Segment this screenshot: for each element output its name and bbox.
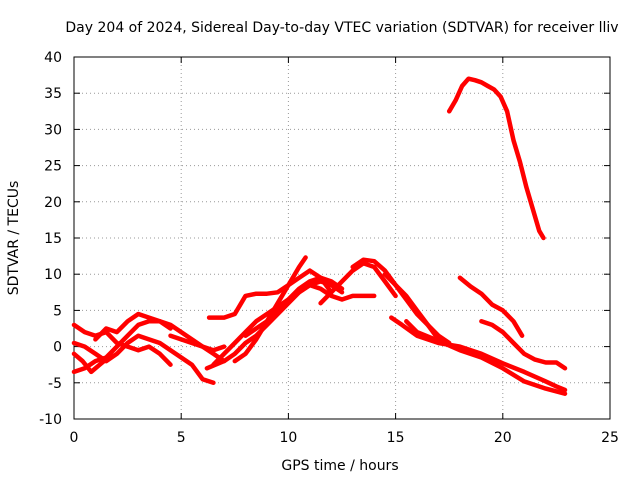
y-tick-label: -10 bbox=[39, 412, 62, 428]
y-tick-label: 25 bbox=[44, 159, 62, 175]
x-tick-label: 0 bbox=[70, 430, 79, 446]
y-tick-label: 30 bbox=[44, 122, 62, 138]
series-line-s13 bbox=[318, 261, 398, 306]
series-group bbox=[71, 76, 568, 396]
y-tick-label: -5 bbox=[48, 376, 62, 392]
x-axis-label: GPS time / hours bbox=[281, 458, 398, 474]
series-line-s2 bbox=[457, 275, 525, 338]
y-tick-label: 40 bbox=[44, 50, 62, 66]
series-line-s15 bbox=[71, 333, 216, 386]
series-line-s12 bbox=[206, 268, 334, 320]
series-line-s7 bbox=[350, 257, 441, 342]
y-tick-label: 20 bbox=[44, 195, 62, 211]
y-tick-label: 5 bbox=[53, 303, 62, 319]
series-line-s3 bbox=[479, 319, 568, 371]
series-line-s18 bbox=[93, 311, 173, 342]
chart-title: Day 204 of 2024, Sidereal Day-to-day VTE… bbox=[65, 20, 618, 36]
x-tick-label: 20 bbox=[494, 430, 512, 446]
x-tick-label: 10 bbox=[279, 430, 297, 446]
series-line-s16 bbox=[71, 322, 173, 367]
series-line-s11 bbox=[204, 282, 377, 371]
series-line-s17 bbox=[71, 351, 111, 375]
series-line-s5 bbox=[404, 319, 568, 396]
series-line-s19 bbox=[168, 333, 227, 353]
y-tick-label: 10 bbox=[44, 267, 62, 283]
x-tick-label: 5 bbox=[177, 430, 186, 446]
y-tick-label: 35 bbox=[44, 86, 62, 102]
series-line-s1 bbox=[446, 76, 546, 241]
grid bbox=[74, 57, 610, 419]
y-tick-label: 15 bbox=[44, 231, 62, 247]
y-axis-label: SDTVAR / TECUs bbox=[6, 181, 22, 296]
series-line-s4 bbox=[389, 315, 568, 393]
x-tick-label: 15 bbox=[387, 430, 405, 446]
x-tick-label: 25 bbox=[601, 430, 619, 446]
y-tick-label: 0 bbox=[53, 340, 62, 356]
ticks: 0 5 10 15 20 25 -10 -5 0 5 10 15 20 25 30 35 40 bbox=[39, 50, 619, 446]
